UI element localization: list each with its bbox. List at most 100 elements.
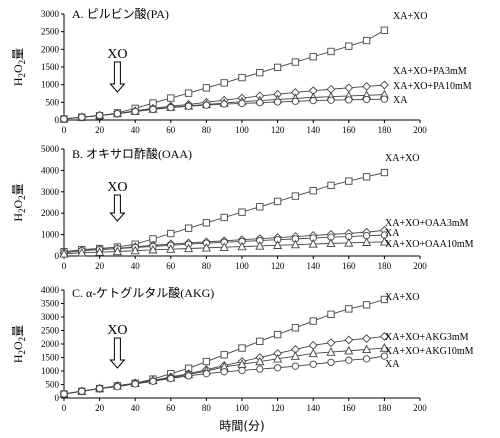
data-point [202, 357, 211, 366]
data-point [238, 208, 246, 216]
data-point [362, 355, 371, 363]
data-point [184, 372, 193, 380]
x-tick-label: 0 [62, 261, 67, 271]
series-label: XA+XO [385, 292, 420, 303]
data-point [291, 58, 300, 66]
y-tick-label: 3000 [41, 312, 60, 322]
y-tick-label: 500 [46, 380, 60, 390]
data-point [362, 36, 371, 45]
data-point [309, 96, 317, 105]
y-tick-label: 2000 [41, 44, 60, 54]
data-point [60, 115, 68, 123]
data-point [308, 340, 318, 350]
data-point [59, 248, 69, 258]
x-tick-label: 200 [413, 125, 427, 135]
data-point [77, 247, 87, 257]
series-XA+XO+OAA10mM: XA+XO+OAA10mM [59, 236, 474, 258]
data-point [273, 63, 282, 72]
data-point [345, 356, 353, 364]
data-point [78, 113, 86, 121]
y-label-part: O [11, 64, 25, 73]
y-label-part: H [11, 77, 25, 86]
data-point [344, 237, 354, 247]
data-point [237, 241, 247, 251]
data-point [219, 242, 229, 251]
series-line [63, 299, 385, 395]
data-point [362, 173, 371, 181]
data-point [184, 89, 193, 97]
data-point [95, 111, 104, 120]
series-label: XA+XO+AKG10mM [385, 346, 474, 357]
data-point [220, 351, 228, 359]
series-label: XA+XO+AKG3mM [385, 332, 469, 343]
y-axis-label: H2O2量 [11, 183, 27, 221]
data-point [379, 80, 389, 90]
data-point [291, 362, 300, 370]
data-point [308, 348, 318, 358]
data-point [167, 229, 175, 238]
y-tick-label: 3500 [41, 299, 60, 309]
y-tick-label: 4000 [41, 285, 60, 295]
chart-panel-2: 0 1000 2000 3000 4000 5000 0 20 40 60 80 100 120 140 1… [11, 144, 474, 271]
annotation-label: XO [107, 47, 127, 62]
x-tick-label: 160 [342, 403, 356, 413]
y-tick-label: 2500 [41, 27, 60, 37]
data-point [345, 177, 353, 185]
data-point [362, 81, 372, 91]
data-point [327, 358, 335, 367]
data-point [345, 305, 353, 313]
data-point [202, 219, 211, 227]
data-point [273, 197, 282, 206]
data-point [362, 237, 372, 246]
series-label: XA+XO [393, 11, 428, 22]
data-point [290, 351, 300, 360]
data-point [291, 97, 300, 105]
data-point [309, 187, 317, 195]
data-point [256, 203, 264, 211]
data-point [309, 360, 317, 368]
data-point [238, 366, 246, 375]
annotation-arrow [109, 337, 126, 369]
y-tick-label: 2000 [41, 208, 60, 218]
series-label: XA+XO [385, 153, 420, 164]
data-point [220, 213, 228, 222]
data-point [184, 243, 194, 253]
data-point [130, 245, 140, 255]
series-label: XA+XO+PA10mM [393, 81, 472, 92]
data-point [308, 239, 318, 248]
data-point [327, 47, 335, 56]
x-tick-label: 120 [271, 261, 285, 271]
x-tick-label: 60 [166, 125, 176, 135]
data-point [201, 242, 211, 252]
y-tick-label: 1500 [41, 62, 60, 72]
y-label-subscript: 2 [17, 209, 27, 214]
y-tick-label: 3000 [41, 187, 60, 197]
data-point [220, 368, 228, 376]
x-tick-label: 120 [271, 403, 285, 413]
y-label-subscript: 2 [17, 337, 27, 342]
x-tick-label: 60 [166, 261, 176, 271]
x-tick-label: 140 [306, 261, 320, 271]
panel-title: B. オキサロ酢酸(OAA) [72, 146, 192, 161]
y-label-subscript: 2 [17, 195, 27, 200]
x-tick-label: 0 [62, 403, 67, 413]
x-tick-label: 40 [131, 125, 141, 135]
x-tick-label: 160 [342, 125, 356, 135]
data-point [184, 224, 193, 232]
y-label-part: 量 [11, 48, 25, 60]
data-point [345, 96, 353, 104]
data-point [379, 332, 389, 341]
data-point [345, 42, 353, 50]
data-point [380, 352, 389, 360]
data-point [273, 364, 282, 372]
data-point [326, 338, 336, 348]
series-XA+XO+AKG10mM: XA+XO+AKG10mM [59, 343, 474, 398]
x-tick-label: 80 [202, 403, 212, 413]
annotation-arrow [109, 61, 126, 93]
data-point [255, 356, 265, 366]
panel-title: C. α-ケトグルタル酸(AKG) [72, 285, 214, 300]
y-label-subscript: 2 [17, 73, 27, 78]
y-tick-label: 1500 [41, 353, 60, 363]
data-point [95, 247, 105, 256]
y-label-part: O [11, 200, 25, 209]
